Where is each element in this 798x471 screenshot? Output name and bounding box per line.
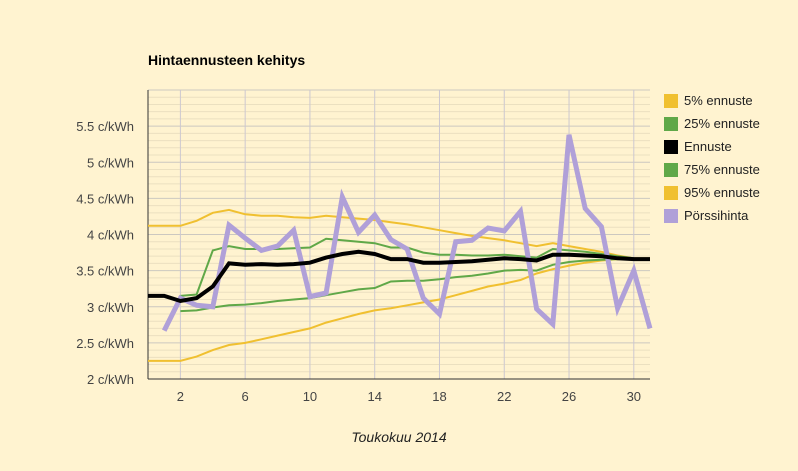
legend-item: 75% ennuste: [664, 158, 760, 181]
legend-swatch: [664, 116, 678, 131]
y-tick-label: 3 c/kWh: [87, 300, 134, 315]
legend-item: 95% ennuste: [664, 181, 760, 204]
x-tick-label: 6: [242, 389, 249, 404]
legend: 5% ennuste 25% ennuste Ennuste 75% ennuste 9…: [664, 89, 760, 227]
legend-swatch: [664, 208, 678, 223]
legend-item: Ennuste: [664, 135, 760, 158]
legend-swatch: [664, 162, 678, 177]
legend-swatch: [664, 185, 678, 200]
x-axis-label: Toukokuu 2014: [351, 429, 447, 445]
legend-label: 25% ennuste: [684, 116, 760, 131]
x-tick-label: 2: [177, 389, 184, 404]
y-tick-label: 5.5 c/kWh: [76, 119, 134, 134]
x-tick-label: 26: [562, 389, 576, 404]
y-tick-label: 5 c/kWh: [87, 155, 134, 170]
legend-label: 95% ennuste: [684, 185, 760, 200]
x-tick-label: 14: [367, 389, 381, 404]
legend-label: 5% ennuste: [684, 93, 753, 108]
x-tick-label: 22: [497, 389, 511, 404]
y-tick-label: 2 c/kWh: [87, 372, 134, 387]
x-tick-label: 10: [303, 389, 317, 404]
legend-swatch: [664, 93, 678, 108]
x-tick-label: 18: [432, 389, 446, 404]
series-line-p-rssihinta: [161, 134, 653, 332]
legend-item: 5% ennuste: [664, 89, 760, 112]
y-tick-label: 4 c/kWh: [87, 228, 134, 243]
y-tick-label: 2.5 c/kWh: [76, 336, 134, 351]
legend-label: Pörssihinta: [684, 208, 749, 223]
legend-label: Ennuste: [684, 139, 732, 154]
series-line-ennuste: [148, 249, 650, 304]
y-tick-label: 3.5 c/kWh: [76, 264, 134, 279]
x-tick-label: 30: [627, 389, 641, 404]
legend-item: Pörssihinta: [664, 204, 760, 227]
legend-swatch: [664, 139, 678, 154]
chart-title: Hintaennusteen kehitys: [148, 52, 306, 68]
legend-item: 25% ennuste: [664, 112, 760, 135]
series-line-5-ennuste: [148, 257, 634, 362]
y-tick-label: 4.5 c/kWh: [76, 191, 134, 206]
series-line-95-ennuste: [148, 208, 650, 260]
legend-label: 75% ennuste: [684, 162, 760, 177]
